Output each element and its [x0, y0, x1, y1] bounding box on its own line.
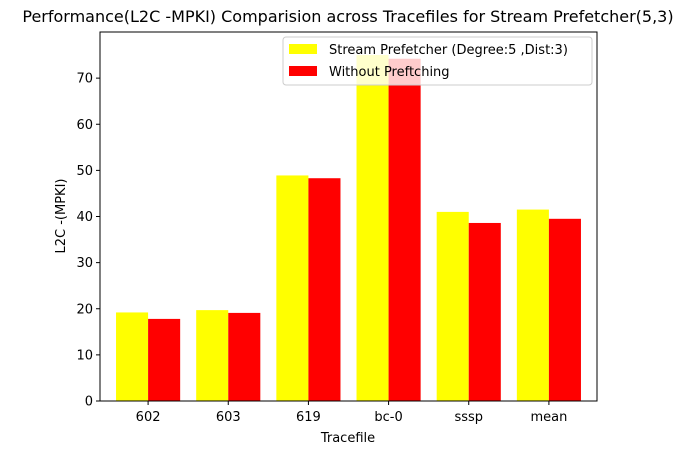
y-tick-label-2: 20: [76, 302, 93, 317]
legend-swatch-without-prefetching: [289, 66, 317, 76]
y-axis: 0 10 20 30 40 50 60 70: [76, 72, 100, 410]
bar-series-2-619: [308, 178, 341, 401]
bar-series-1-sssp: [436, 211, 469, 401]
y-tick-label-7: 70: [76, 72, 93, 87]
bar-series-2-mean: [548, 218, 581, 401]
y-tick-label-4: 40: [76, 210, 93, 225]
legend-label-stream-prefetcher: Stream Prefetcher (Degree:5 ,Dist:3): [329, 43, 568, 58]
bar-series-1-603: [196, 310, 229, 401]
y-axis-label: L2C -(MPKI): [54, 179, 69, 254]
y-tick-label-3: 30: [76, 256, 93, 271]
x-tick-label-bc-0: bc-0: [374, 410, 402, 425]
y-tick-label-6: 60: [76, 118, 93, 133]
legend-swatch-stream-prefetcher: [289, 44, 317, 54]
chart-title: Performance(L2C -MPKI) Comparision acros…: [22, 7, 673, 26]
bar-series-1-619: [276, 175, 309, 401]
y-tick-label-0: 0: [85, 395, 93, 410]
x-tick-label-602: 602: [136, 410, 161, 425]
bar-series-1-bc-0: [356, 55, 389, 402]
bar-series-2-sssp: [468, 222, 501, 401]
x-tick-label-603: 603: [216, 410, 241, 425]
legend: Stream Prefetcher (Degree:5 ,Dist:3) Wit…: [282, 36, 593, 86]
y-tick-label-5: 50: [76, 164, 93, 179]
bar-series-1-602: [116, 312, 149, 401]
y-tick-label-1: 10: [76, 348, 93, 363]
bar-series-1-mean: [516, 209, 549, 401]
x-axis: 602 603 619 bc-0 sssp mean: [136, 401, 567, 425]
legend-box: [282, 36, 593, 86]
x-tick-label-sssp: sssp: [454, 410, 483, 425]
bar-series-2-602: [148, 318, 181, 401]
x-tick-label-619: 619: [296, 410, 321, 425]
x-axis-label: Tracefile: [320, 431, 375, 446]
bar-series-2-603: [228, 312, 261, 401]
legend-label-without-prefetching: Without Preftching: [329, 65, 450, 80]
x-tick-label-mean: mean: [530, 410, 567, 425]
bars-group: [116, 55, 581, 402]
bar-series-2-bc-0: [388, 58, 421, 401]
